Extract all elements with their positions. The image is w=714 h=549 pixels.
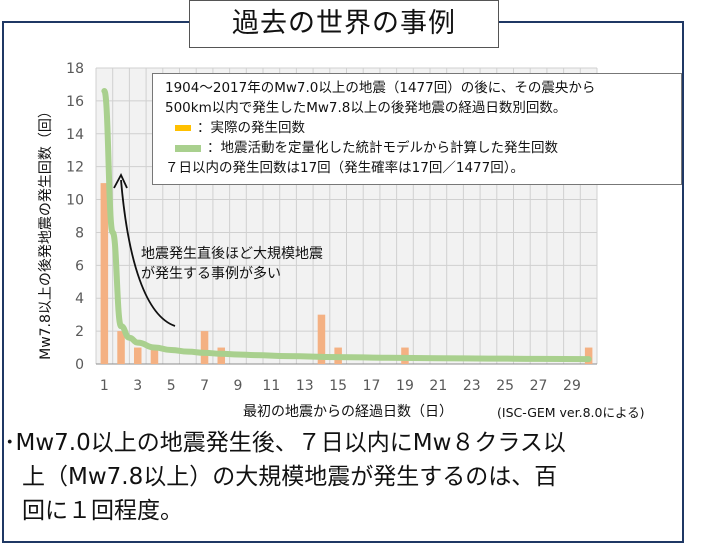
- y-axis-label: Mw7.8以上の後発地震の発生回数（回）: [38, 104, 54, 360]
- summary-line-2: 上（Mw7.8以上）の大規模地震が発生するのは、百: [22, 464, 558, 490]
- page-title: 過去の世界の事例: [189, 0, 499, 48]
- x-tick-label: 9: [233, 378, 242, 394]
- model-curve: [101, 88, 592, 363]
- summary-line-3: 回に１回程度。: [22, 498, 183, 524]
- note-line-5: ７日以内の発生回数は17回（発生確率は17回／1477回）。: [165, 160, 524, 176]
- line-series: [101, 88, 592, 363]
- source-note: (ISC-GEM ver.8.0による): [497, 405, 645, 420]
- x-tick-label: 15: [329, 378, 347, 394]
- x-tick-label: 23: [463, 378, 481, 394]
- x-tick-label: 13: [296, 378, 314, 394]
- legend-actual-label: ：実際の発生回数: [197, 120, 305, 136]
- callout-line-1: 地震発生直後ほど大規模地震: [141, 246, 323, 262]
- y-tick-label: 6: [75, 258, 84, 274]
- x-axis-label: 最初の地震からの経過日数（日）: [243, 403, 453, 420]
- y-tick-label: 8: [75, 225, 84, 241]
- bar: [317, 314, 326, 364]
- x-tick-label: 29: [563, 378, 581, 394]
- callout-text: 地震発生直後ほど大規模地震 が発生する事例が多い: [141, 244, 323, 284]
- y-tick-label: 10: [66, 193, 84, 209]
- legend-model: ：地震活動を定量化した統計モデルから計算した発生回数: [165, 138, 671, 158]
- bar: [133, 347, 142, 364]
- legend-actual: ：実際の発生回数: [165, 118, 671, 138]
- summary-line-1: ･Mw7.0以上の地震発生後、７日以内にMw８クラス以: [4, 430, 566, 456]
- legend-swatch-actual: [175, 125, 191, 131]
- bar: [150, 347, 159, 364]
- y-tick-label: 12: [66, 160, 84, 176]
- x-tick-label: 21: [429, 378, 447, 394]
- y-tick-label: 0: [75, 357, 84, 373]
- x-tick-label: 7: [200, 378, 209, 394]
- note-box: 1904～2017年のMw7.0以上の地震（1477回）の後に、その震央から 5…: [152, 73, 682, 185]
- x-tick-label: 3: [133, 378, 142, 394]
- y-tick-label: 16: [66, 94, 84, 110]
- x-tick-label: 17: [363, 378, 381, 394]
- bar: [584, 347, 593, 364]
- x-tick-label: 25: [496, 378, 514, 394]
- y-tick-label: 18: [66, 61, 84, 77]
- callout-arrow: [120, 179, 176, 327]
- y-tick-label: 4: [75, 291, 84, 307]
- summary: ･Mw7.0以上の地震発生後、７日以内にMw８クラス以 上（Mw7.8以上）の大…: [4, 426, 680, 528]
- legend-swatch-model: [175, 144, 201, 152]
- bar: [100, 183, 109, 364]
- callout-line-2: が発生する事例が多い: [141, 266, 281, 282]
- x-tick-label: 1: [100, 378, 109, 394]
- x-tick-label: 11: [262, 378, 280, 394]
- y-tick-label: 2: [75, 324, 84, 340]
- legend-model-label: ：地震活動を定量化した統計モデルから計算した発生回数: [207, 140, 558, 156]
- callout-arrowhead: [113, 172, 128, 189]
- x-tick-label: 27: [530, 378, 548, 394]
- x-tick-label: 5: [167, 378, 176, 394]
- x-tick-label: 19: [396, 378, 414, 394]
- y-tick-label: 14: [66, 127, 84, 143]
- note-line-2: 500km以内で発生したMw7.8以上の後発地震の経過日数別回数。: [165, 100, 567, 116]
- note-line-1: 1904～2017年のMw7.0以上の地震（1477回）の後に、その震央から: [165, 80, 596, 96]
- bar: [200, 331, 209, 364]
- bar: [117, 331, 125, 364]
